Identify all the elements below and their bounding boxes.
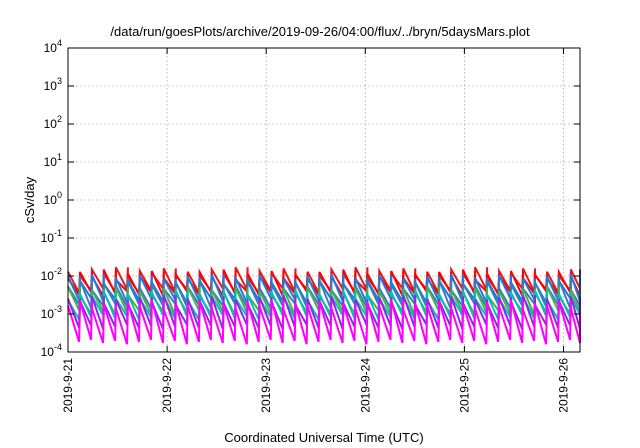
x-tick-label: 2019-9-22 (160, 358, 174, 413)
y-tick-label: 10-4 (41, 342, 62, 359)
x-tick-label: 2019-9-21 (61, 358, 75, 413)
y-axis-label: cSv/day (22, 176, 37, 223)
y-tick-label: 101 (44, 152, 62, 169)
ticks: 10-4 10-3 10-2 10-1 100 101 102 103 104 2019-9-21… (41, 38, 580, 413)
series-line (67, 299, 581, 345)
series-layer (67, 265, 581, 345)
y-tick-label: 10-3 (41, 304, 62, 321)
x-tick-label: 2019-9-24 (358, 358, 372, 413)
y-tick-label: 10-2 (41, 266, 62, 283)
y-tick-label: 100 (44, 190, 62, 207)
x-axis-label: Coordinated Universal Time (UTC) (224, 430, 423, 445)
y-tick-label: 102 (44, 114, 62, 131)
y-tick-label: 10-1 (41, 228, 62, 245)
x-tick-label: 2019-9-23 (259, 358, 273, 413)
y-tick-label: 104 (44, 38, 62, 55)
x-tick-label: 2019-9-25 (457, 358, 471, 413)
chart-title: /data/run/goesPlots/archive/2019-09-26/0… (110, 24, 530, 39)
x-tick-label: 2019-9-26 (556, 358, 570, 413)
y-tick-label: 103 (44, 76, 62, 93)
